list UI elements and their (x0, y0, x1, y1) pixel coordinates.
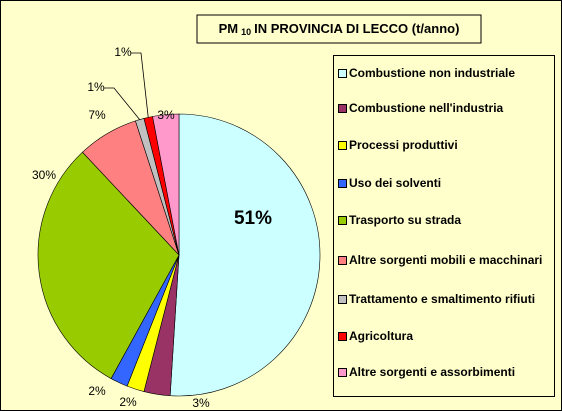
legend-swatch (338, 141, 347, 150)
legend-item: Trattamento e smaltimento rifiuti (338, 291, 554, 307)
legend-label: Altre sorgenti e assorbimenti (349, 365, 516, 379)
data-label: 1% (87, 80, 105, 94)
title-part: IN PROVINCIA DI LECCO (t/anno) (254, 21, 459, 36)
legend-label: Trattamento e smaltimento rifiuti (349, 292, 536, 306)
title-subscript: 10 (241, 27, 251, 37)
legend-item: Agricoltura (338, 328, 554, 344)
data-label: 2% (119, 395, 137, 409)
legend-label: Processi produttivi (349, 138, 458, 152)
legend-item: Combustione nell'industria (338, 100, 554, 116)
data-label: 3% (192, 396, 210, 410)
legend-swatch (338, 216, 347, 225)
legend-swatch (338, 368, 347, 377)
legend-swatch (338, 256, 347, 265)
data-label: 51% (234, 208, 272, 229)
legend-item: Altre sorgenti mobili e macchinari (338, 252, 554, 268)
legend-item: Combustione non industriale (338, 65, 554, 81)
pie-slice (169, 113, 321, 397)
legend-label: Combustione nell'industria (349, 101, 504, 115)
title-part: PM (219, 21, 239, 36)
legend-item: Trasporto su strada (338, 212, 554, 228)
pie-slice (152, 113, 180, 256)
legend-swatch (338, 179, 347, 188)
legend-label: Combustione non industriale (349, 66, 516, 80)
legend-item: Processi produttivi (338, 137, 554, 153)
data-label: 1% (114, 45, 132, 59)
chart-title: PM 10 IN PROVINCIA DI LECCO (t/anno) (219, 21, 460, 37)
legend-swatch (338, 104, 347, 113)
legend-label: Agricoltura (349, 329, 414, 343)
legend-swatch (338, 69, 347, 78)
data-label: 7% (88, 108, 106, 122)
leader-line (131, 52, 149, 118)
legend-item: Uso dei solventi (338, 175, 554, 191)
legend-swatch (338, 295, 347, 304)
legend-swatch (338, 332, 347, 341)
title-box (196, 14, 482, 44)
leader-line (104, 87, 140, 120)
data-label: 2% (88, 384, 106, 398)
pie-slice (37, 151, 180, 379)
legend-label: Uso dei solventi (349, 176, 442, 190)
legend: Combustione non industriale Combustione n… (333, 55, 555, 397)
legend-label: Altre sorgenti mobili e macchinari (349, 253, 543, 267)
data-label: 3% (157, 108, 175, 122)
legend-label: Trasporto su strada (349, 213, 462, 227)
data-label: 30% (32, 168, 56, 182)
legend-item: Altre sorgenti e assorbimenti (338, 364, 554, 380)
